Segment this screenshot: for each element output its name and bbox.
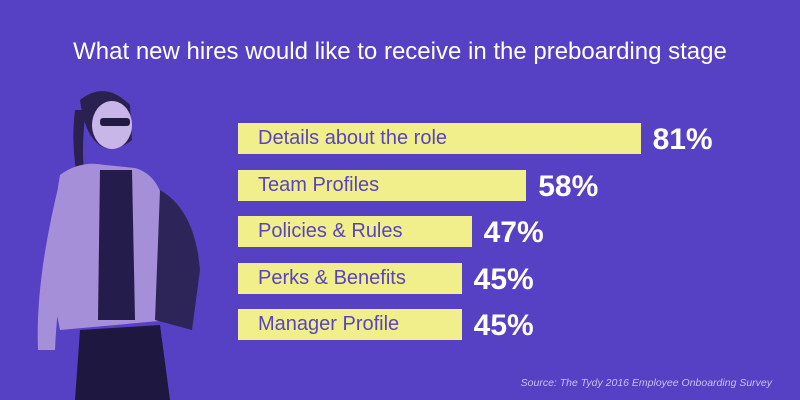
value-label: 81% xyxy=(652,123,713,156)
bar-label: Details about the role xyxy=(258,127,448,149)
bar-label: Team Profiles xyxy=(258,173,380,196)
bar-label: Perks & Benefits xyxy=(258,266,406,289)
value-label: 45% xyxy=(473,309,534,342)
woman-with-bag-illustration xyxy=(37,91,200,400)
bar xyxy=(238,309,462,340)
bar-label: Manager Profile xyxy=(258,313,400,335)
bar xyxy=(238,216,472,247)
value-label: 45% xyxy=(473,262,534,296)
bar xyxy=(238,123,641,154)
bar xyxy=(238,169,527,201)
bar xyxy=(238,262,462,294)
value-label: 47% xyxy=(483,216,544,249)
value-label: 58% xyxy=(538,169,599,203)
chart-title: What new hires would like to receive in … xyxy=(73,38,727,65)
bar-label: Policies & Rules xyxy=(258,220,403,242)
source-note: Source: The Tydy 2016 Employee Onboardin… xyxy=(520,377,772,389)
